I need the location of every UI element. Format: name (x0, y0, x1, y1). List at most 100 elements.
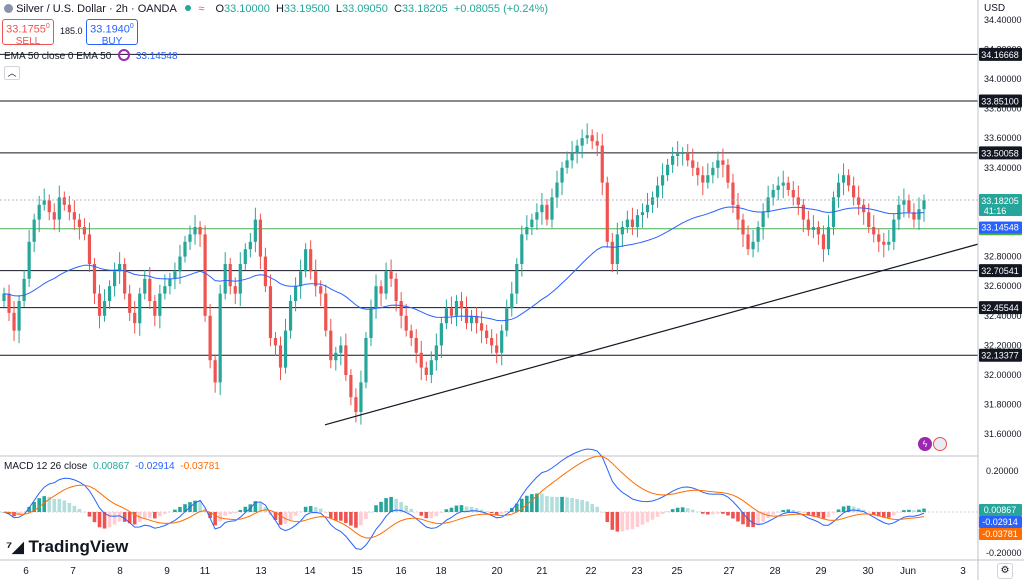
macd-histogram-bar (459, 505, 464, 512)
macd-histogram-bar (293, 512, 298, 516)
ema-tag (979, 221, 1022, 234)
candle-body (314, 271, 318, 287)
level-tag-label: 32.13377 (981, 351, 1019, 361)
time-tick-label: 25 (671, 566, 683, 577)
candle-body (319, 286, 323, 294)
macd-histogram-bar (223, 512, 228, 516)
candle-body (72, 212, 76, 220)
candle-body (535, 212, 539, 220)
macd-histogram-bar (384, 498, 388, 512)
macd-histogram-bar (660, 512, 665, 514)
candle-body (590, 135, 594, 142)
macd-histogram-bar (434, 512, 439, 517)
macd-histogram-bar (318, 508, 323, 512)
tradingview-logo[interactable]: ⁷◢ TradingView (6, 537, 128, 557)
candle-body (474, 315, 479, 324)
macd-histogram-bar (364, 512, 368, 520)
candle-body (253, 219, 257, 242)
time-axis: 6 7 8 9 11 13 14 15 16 18 20 21 22 23 25 27 28 29 30 Jun 3 (23, 566, 966, 577)
macd-histogram-bar (912, 510, 916, 512)
macd-histogram-bar (504, 510, 509, 512)
ema-settings-icon[interactable] (118, 49, 131, 61)
candle-body (198, 227, 202, 235)
candle-body (726, 164, 730, 183)
candle-body (163, 286, 167, 294)
price-tick-label: 34.40000 (984, 15, 1022, 25)
macd-histogram-bar (313, 507, 318, 512)
macd-histogram-bar (600, 512, 605, 513)
macd-histogram-bar (32, 502, 36, 512)
macd-histogram-bar (344, 512, 348, 523)
candle-body (359, 382, 363, 412)
candle-body (666, 164, 670, 176)
candle-body (711, 167, 715, 176)
candle-body (188, 234, 192, 242)
buy-button[interactable]: 33.19400 BUY (86, 19, 138, 47)
symbol-title[interactable]: Silver / U.S. Dollar · 2h · OANDA ≈ O33.… (4, 3, 548, 15)
macd-histogram-bar (97, 512, 102, 528)
candle-body (469, 315, 474, 324)
macd-histogram-bar (841, 506, 846, 512)
us-flag-icon[interactable] (933, 437, 947, 451)
candle-body (555, 182, 559, 198)
macd-histogram-bar (866, 512, 871, 513)
candle-body (278, 345, 283, 368)
macd-histogram-bar (907, 509, 911, 512)
candle-body (605, 182, 609, 242)
macd-histogram-bar (876, 512, 881, 517)
candle-body (42, 200, 46, 205)
candle-body (580, 138, 584, 146)
macd-histogram-bar (902, 510, 906, 512)
candle-body (223, 264, 227, 294)
macd-histogram-bar (761, 512, 765, 522)
candle-body (520, 234, 524, 264)
candle-body (479, 323, 484, 331)
macd-histogram-bar (831, 512, 836, 514)
candle-body (258, 219, 262, 257)
macd-histogram-bar (580, 499, 584, 512)
candle-body (741, 219, 745, 235)
candle-body (645, 204, 650, 213)
level-tags: 34.1666833.8510033.5005832.9884432.70541… (979, 47, 1022, 540)
time-tick-label: 27 (723, 566, 735, 577)
candle-body (887, 241, 891, 245)
collapse-legend-icon[interactable]: ︿ (4, 66, 20, 80)
macd-histogram-bar (198, 500, 202, 512)
ema-legend[interactable]: EMA 50 close 0 EMA 50 33.14548 (4, 49, 178, 62)
candle-body (615, 234, 619, 264)
lightning-icon[interactable]: ϟ (918, 437, 932, 451)
c-value: 33.18205 (401, 3, 448, 15)
macd-histogram-bar (555, 496, 559, 512)
macd-histogram-bar (67, 502, 72, 512)
settings-gear-icon[interactable]: ⚙ (997, 563, 1013, 579)
candle-body (826, 227, 831, 250)
macd-histogram-bar (525, 495, 529, 512)
macd-histogram-bar (535, 493, 539, 512)
currency-label[interactable]: USD (984, 3, 1006, 14)
candle-body (399, 301, 403, 316)
macd-histogram-bar (283, 512, 288, 524)
candle-body (449, 308, 454, 316)
candle-body (786, 182, 790, 190)
candle-body (686, 153, 690, 161)
sell-button[interactable]: 33.17550 SELL (2, 19, 54, 47)
buy-price: 33.1940 (90, 23, 130, 36)
price-tick-label: 32.20000 (984, 340, 1022, 350)
candle-body (7, 293, 11, 313)
time-tick-label: Jun (900, 566, 916, 577)
candle-body (67, 204, 71, 213)
macd-histogram-bar (781, 509, 786, 512)
candle-body (751, 241, 755, 250)
candle-body (97, 293, 102, 316)
macd-histogram-bar (127, 512, 132, 524)
candle-body (434, 345, 438, 361)
macd-histogram-bar (736, 512, 740, 522)
macd-legend[interactable]: MACD 12 26 close 0.00867 -0.02914 -0.037… (4, 461, 220, 472)
candle-body (77, 219, 82, 227)
candle-body (102, 301, 107, 316)
candle-body (309, 249, 313, 272)
candle-body (721, 160, 725, 165)
macd-histogram-bar (47, 496, 52, 512)
macd-histogram-bar (308, 506, 313, 512)
